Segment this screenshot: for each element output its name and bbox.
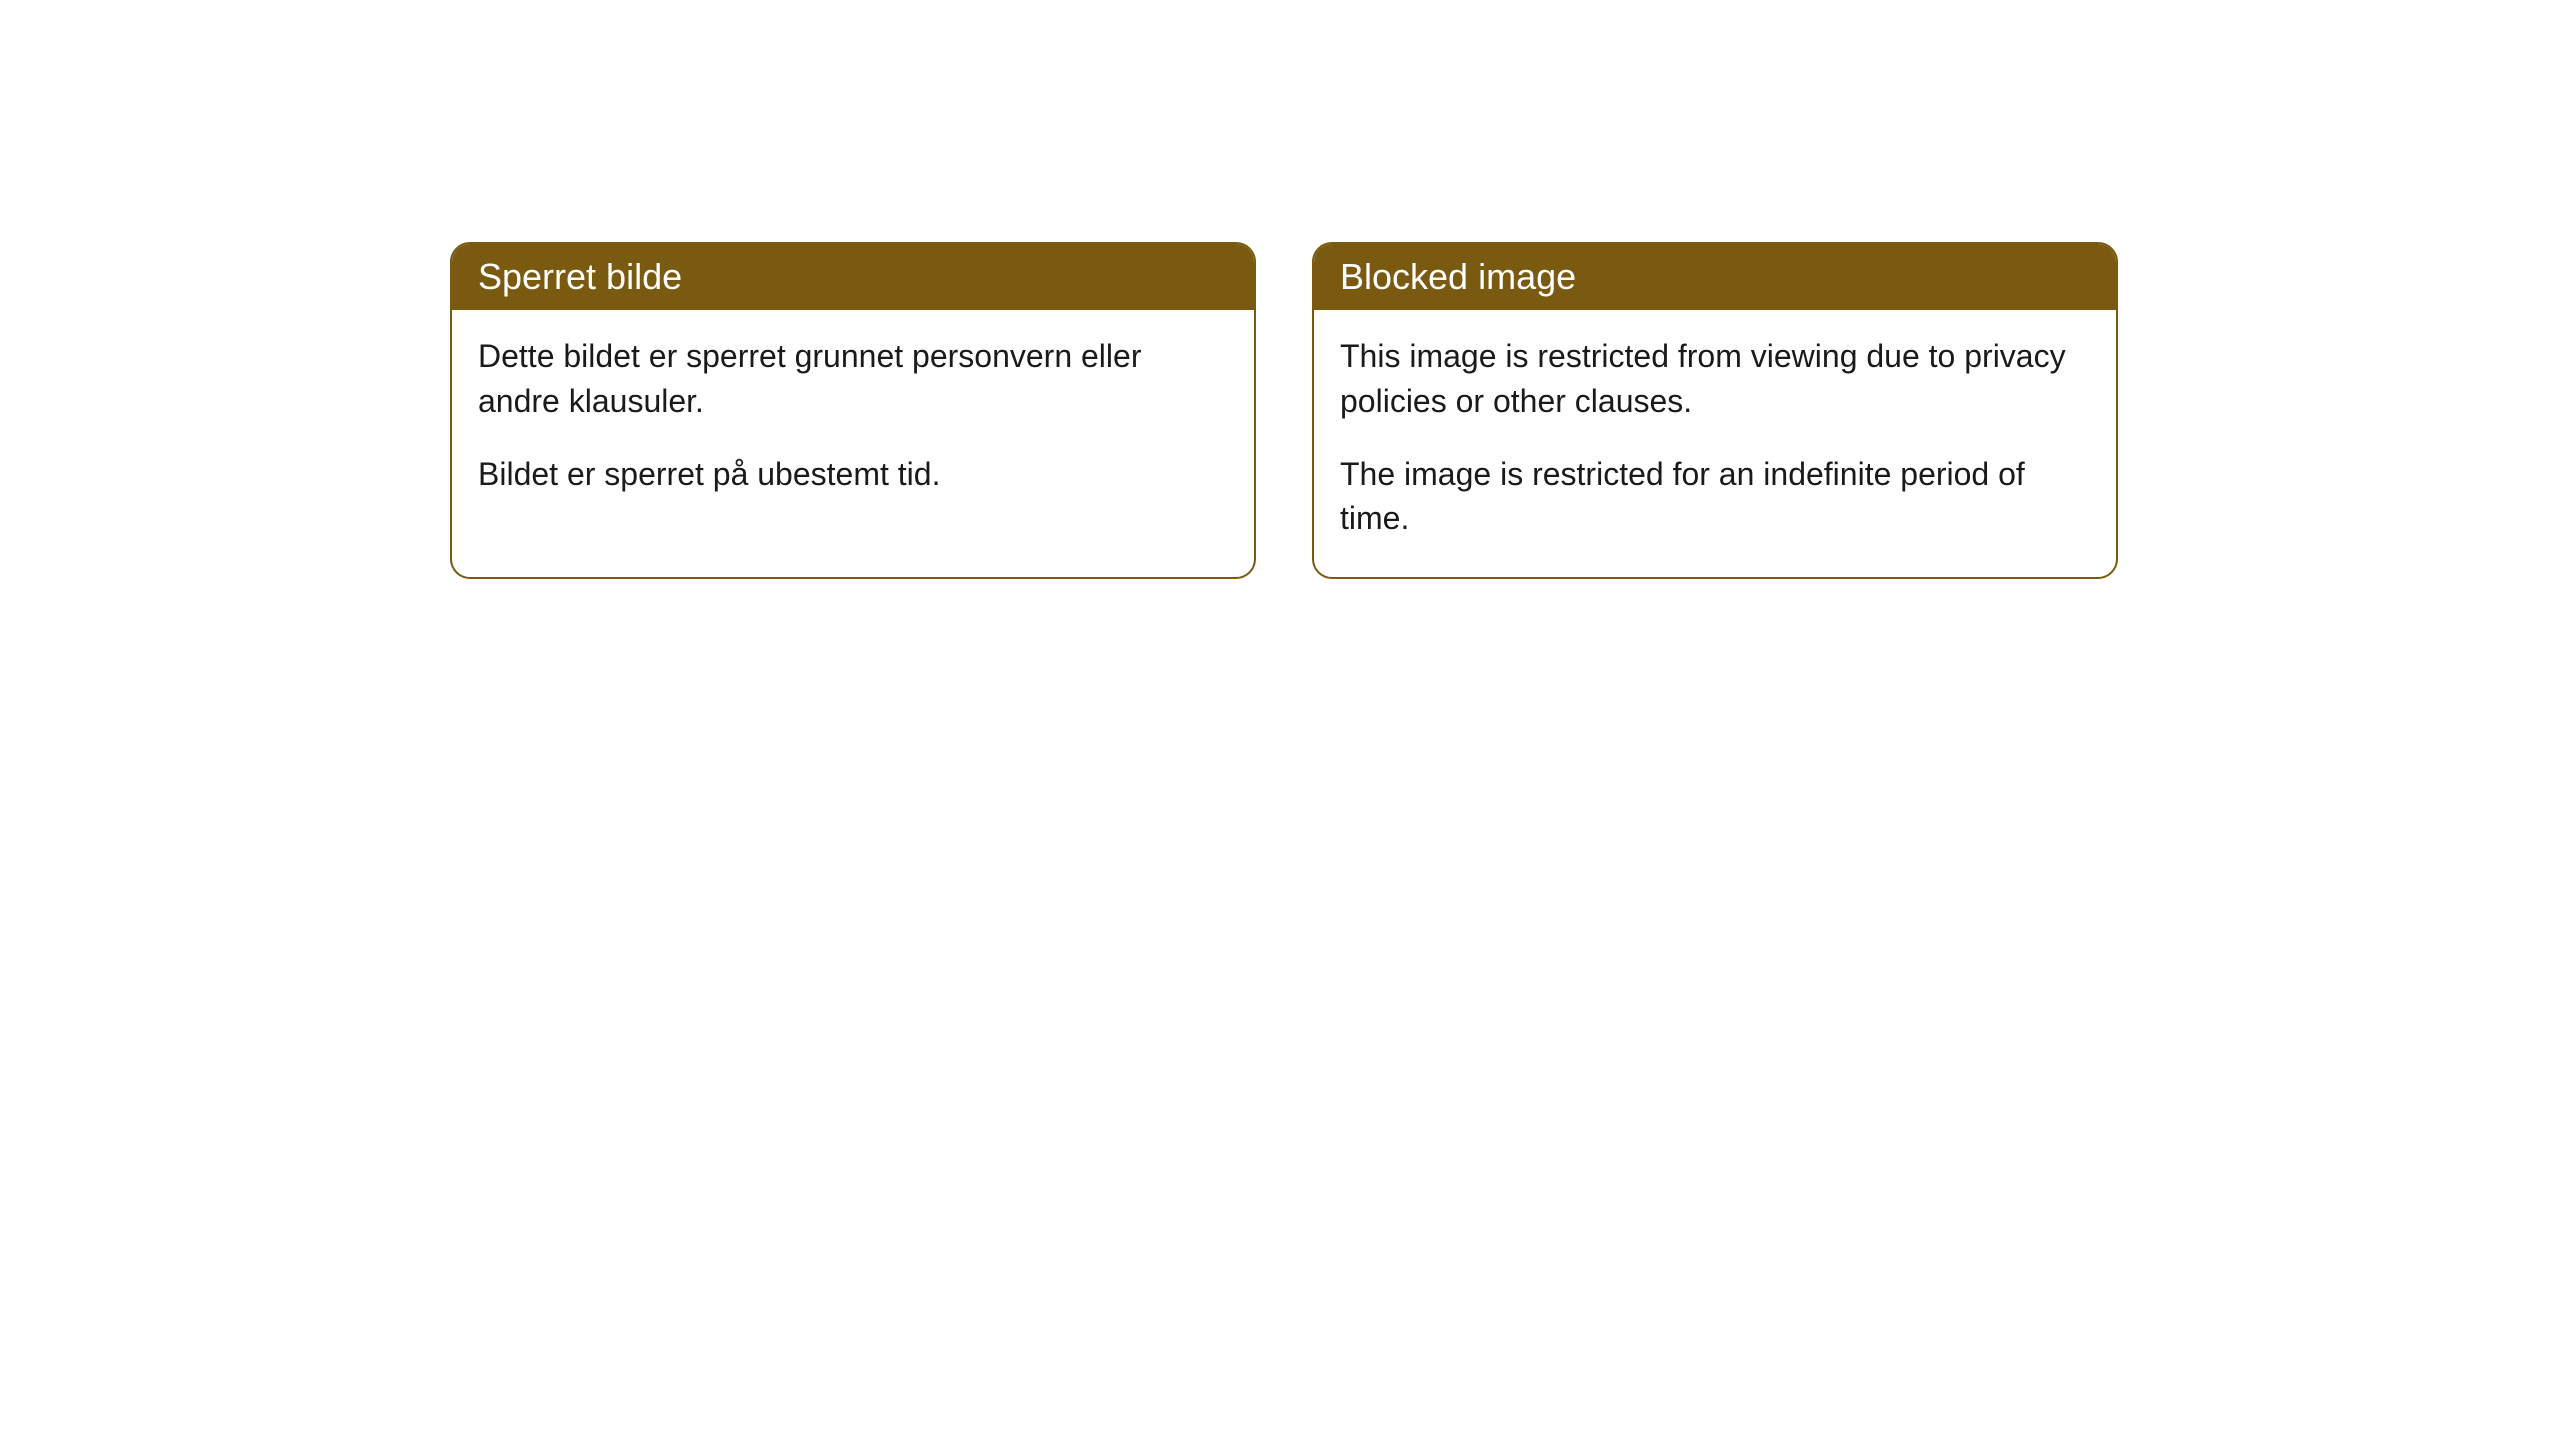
card-header: Blocked image — [1314, 244, 2116, 310]
card-body: This image is restricted from viewing du… — [1314, 310, 2116, 577]
card-body: Dette bildet er sperret grunnet personve… — [452, 310, 1254, 532]
card-title: Sperret bilde — [478, 256, 682, 297]
blocked-image-card-english: Blocked image This image is restricted f… — [1312, 242, 2118, 579]
blocked-image-card-norwegian: Sperret bilde Dette bildet er sperret gr… — [450, 242, 1256, 579]
card-paragraph-2: The image is restricted for an indefinit… — [1340, 452, 2090, 542]
card-title: Blocked image — [1340, 256, 1576, 297]
card-header: Sperret bilde — [452, 244, 1254, 310]
card-paragraph-1: Dette bildet er sperret grunnet personve… — [478, 334, 1228, 424]
card-paragraph-2: Bildet er sperret på ubestemt tid. — [478, 452, 1228, 497]
cards-container: Sperret bilde Dette bildet er sperret gr… — [450, 242, 2118, 579]
card-paragraph-1: This image is restricted from viewing du… — [1340, 334, 2090, 424]
